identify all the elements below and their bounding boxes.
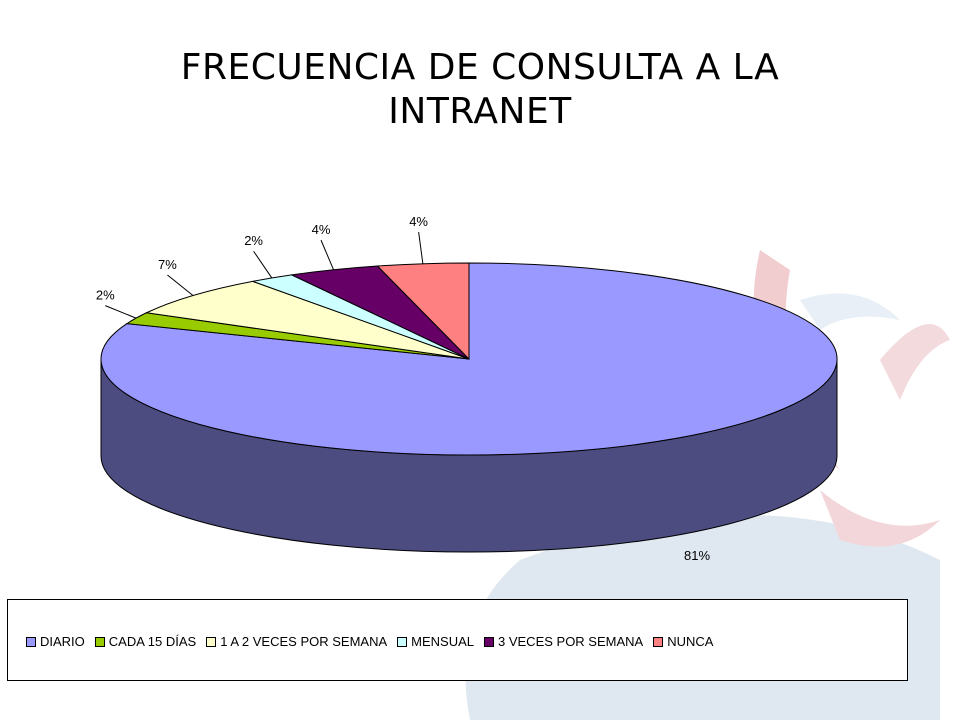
- data-label-1: 2%: [96, 288, 115, 303]
- chart-legend: DIARIO CADA 15 DÍAS 1 A 2 VECES POR SEMANA…: [7, 599, 908, 681]
- legend-label-4: 3 VECES POR SEMANA: [498, 634, 644, 649]
- data-label-3: 2%: [244, 233, 263, 248]
- legend-swatch-2: [206, 636, 217, 647]
- chart-title-line-1: FRECUENCIA DE CONSULTA A LA: [180, 47, 780, 88]
- legend-item-1: CADA 15 DÍAS: [94, 634, 197, 649]
- legend-items: DIARIO CADA 15 DÍAS 1 A 2 VECES POR SEMANA…: [26, 634, 723, 649]
- data-label-0: 81%: [684, 548, 710, 563]
- leader-line-5: [418, 231, 424, 264]
- data-label-5: 4%: [409, 214, 428, 229]
- legend-item-4: 3 VECES POR SEMANA: [484, 634, 643, 649]
- data-label-4: 4%: [312, 222, 331, 237]
- legend-swatch-4: [484, 636, 494, 647]
- legend-swatch-0: [26, 636, 36, 647]
- data-label-2: 7%: [158, 257, 177, 272]
- legend-label-3: MENSUAL: [411, 634, 474, 649]
- legend-swatch-5: [653, 636, 664, 647]
- chart-title: FRECUENCIA DE CONSULTA A LA INTRANET: [80, 46, 880, 134]
- pie-slice-2: [144, 280, 470, 360]
- legend-label-0: DIARIO: [40, 634, 85, 649]
- leader-line-4: [320, 239, 334, 270]
- legend-label-5: NUNCA: [667, 634, 714, 649]
- leader-line-3: [253, 250, 273, 279]
- legend-label-2: 1 A 2 VECES POR SEMANA: [220, 634, 388, 649]
- legend-label-1: CADA 15 DÍAS: [108, 634, 197, 649]
- legend-item-3: MENSUAL: [397, 634, 474, 649]
- leader-line-2: [167, 274, 194, 296]
- legend-swatch-3: [397, 636, 408, 647]
- legend-item-2: 1 A 2 VECES POR SEMANA: [206, 634, 387, 649]
- legend-swatch-1: [94, 636, 105, 647]
- chart-title-line-2: INTRANET: [388, 91, 572, 132]
- legend-item-5: NUNCA: [653, 634, 713, 649]
- legend-item-0: DIARIO: [26, 634, 85, 649]
- leader-line-1: [105, 305, 137, 319]
